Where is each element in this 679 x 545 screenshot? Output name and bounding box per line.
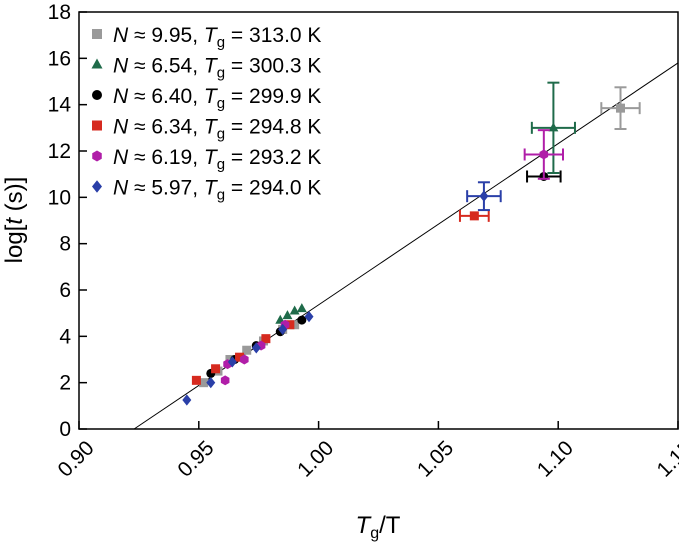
x-axis-title-main: T	[356, 512, 373, 539]
data-point	[227, 356, 237, 368]
plot-frame	[78, 11, 679, 430]
y-tick-label: 0	[59, 418, 71, 441]
x-tick-label: 1.00	[293, 436, 338, 481]
legend-marker	[92, 150, 102, 162]
x-axis: 0.90 0.95 1.00 1.05 1.10 1.15	[54, 421, 679, 482]
data-point	[290, 320, 300, 330]
legend-label: N ≈ 6.54, Tg = 300.3 K	[113, 55, 321, 82]
legend-marker	[92, 180, 102, 193]
series-2	[275, 81, 576, 324]
data-point	[182, 394, 192, 406]
data-point	[615, 103, 625, 113]
x-tick-label: 1.05	[413, 436, 458, 481]
data-point	[206, 377, 216, 389]
series-6	[182, 181, 502, 406]
data-point	[548, 122, 559, 132]
legend-marker	[91, 58, 103, 69]
legend-marker	[92, 29, 102, 39]
data-point	[278, 323, 288, 336]
y-tick-label: 16	[48, 47, 71, 70]
data-point	[242, 345, 252, 355]
y-tick-label: 12	[48, 140, 71, 163]
legend-label: N ≈ 6.34, Tg = 294.8 K	[113, 116, 321, 143]
data-point	[296, 303, 307, 313]
y-tick-label: 10	[48, 186, 71, 209]
x-axis-title: Tg/T	[356, 512, 401, 542]
legend-item: N ≈ 9.95, Tg = 313.0 K	[92, 24, 321, 51]
data-point	[191, 375, 201, 385]
y-tick-label: 8	[59, 233, 71, 256]
data-point	[199, 378, 209, 388]
data-point	[251, 342, 261, 354]
data-point	[211, 364, 221, 374]
legend-label: N ≈ 6.19, Tg = 293.2 K	[113, 146, 321, 173]
plot-border	[78, 11, 679, 430]
data-point	[469, 211, 479, 221]
y-tick-label: 14	[48, 94, 72, 117]
legend-item: N ≈ 6.19, Tg = 293.2 K	[92, 146, 321, 173]
y-axis: 0 2 4 6 8 10 12 14 16 18	[48, 1, 87, 441]
fit-line	[133, 62, 679, 430]
data-point	[282, 310, 293, 320]
x-tick-label: 0.90	[54, 436, 99, 481]
x-axis-title-rest: /T	[379, 512, 401, 539]
data-point	[261, 334, 271, 344]
data-point	[289, 305, 300, 315]
legend-item: N ≈ 6.54, Tg = 300.3 K	[91, 55, 321, 82]
data-point	[539, 149, 549, 160]
data-point	[479, 190, 489, 202]
legend-label: N ≈ 5.97, Tg = 294.0 K	[113, 177, 321, 204]
y-tick-label: 2	[59, 372, 71, 395]
y-tick-label: 18	[48, 1, 71, 24]
legend-item: N ≈ 6.34, Tg = 294.8 K	[92, 116, 321, 143]
legend-item: N ≈ 6.40, Tg = 299.9 K	[92, 85, 321, 112]
data-point	[240, 354, 249, 365]
y-axis-title-pre: log[	[1, 224, 28, 263]
legend-label: N ≈ 9.95, Tg = 313.0 K	[113, 24, 321, 51]
y-tick-label: 4	[59, 325, 71, 348]
x-tick-label: 1.15	[653, 436, 679, 481]
x-tick-label: 0.95	[173, 436, 218, 481]
series-4	[191, 209, 490, 385]
y-axis-title-post: (s)]	[1, 177, 28, 218]
data-point	[285, 320, 295, 330]
x-tick-label: 1.10	[533, 436, 578, 481]
y-tick-label: 6	[59, 279, 71, 302]
legend-marker	[92, 90, 102, 100]
y-axis-title: log[t (s)]	[1, 177, 28, 264]
legend-item: N ≈ 5.97, Tg = 294.0 K	[92, 177, 321, 204]
series-5	[220, 129, 564, 386]
legend: N ≈ 9.95, Tg = 313.0 K N ≈ 6.54, Tg = 300…	[91, 24, 321, 204]
data-points-layer	[182, 81, 641, 406]
x-axis-title-sub: g	[370, 525, 379, 542]
data-point	[297, 315, 307, 325]
fit-line-layer	[133, 62, 679, 430]
data-point	[220, 375, 230, 386]
legend-marker	[92, 120, 102, 131]
data-point	[235, 352, 245, 362]
legend-label: N ≈ 6.40, Tg = 299.9 K	[113, 85, 321, 112]
y-axis-title-italic: t	[1, 217, 28, 225]
data-point	[304, 311, 314, 323]
